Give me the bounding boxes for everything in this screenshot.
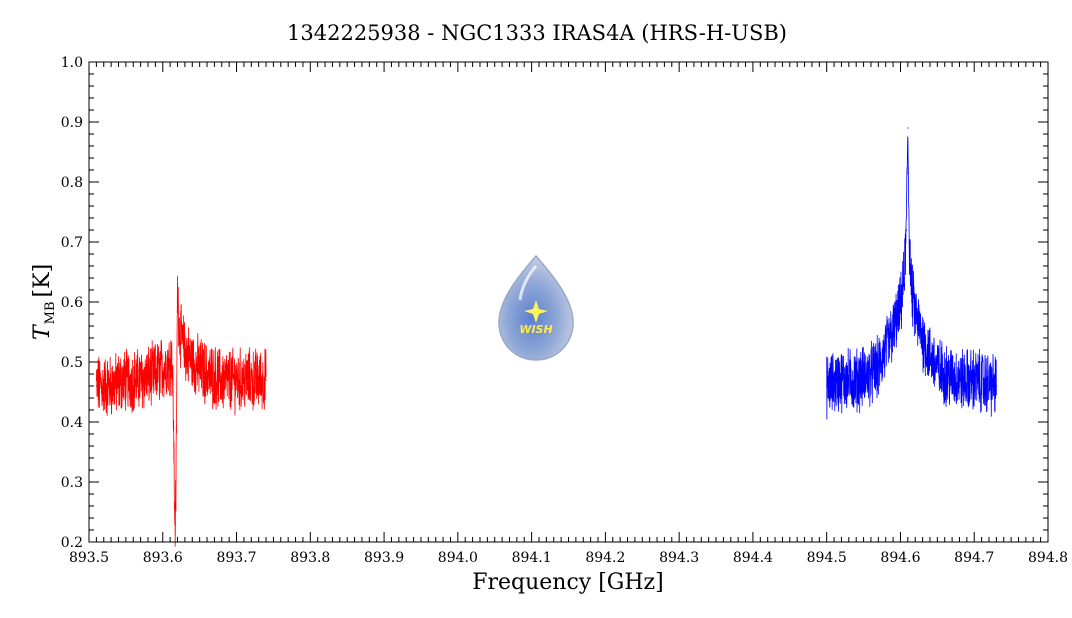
spectrum-line-2 (826, 136, 997, 420)
y-axis-sub: MB (43, 301, 58, 324)
spectrum-point (905, 229, 907, 231)
wish-logo: WISH (498, 254, 574, 361)
x-tick-label: 894.1 (512, 550, 552, 566)
spectrum-point (885, 349, 887, 351)
axis-ticks (88, 61, 1049, 543)
y-tick-label: 0.6 (61, 295, 83, 311)
spectrum-point (110, 385, 112, 387)
x-tick-label: 893.5 (69, 550, 109, 566)
spectrum-point (174, 523, 176, 525)
spectrum-point (877, 367, 879, 369)
y-axis-main: T (30, 323, 55, 340)
spectrum-point (221, 379, 223, 381)
spectrum-point (973, 379, 975, 381)
spectrum-point (826, 385, 828, 387)
spectrum-point (162, 367, 164, 369)
spectrum-series (95, 127, 997, 547)
x-tick-label: 894.4 (733, 550, 773, 566)
spectrum-point (125, 379, 127, 381)
spectrum-point (892, 331, 894, 333)
spectrum-point (929, 355, 931, 357)
spectrum-point (178, 325, 180, 327)
spectrum-point (171, 355, 173, 357)
drop-highlight (518, 265, 538, 301)
y-axis-title: TMB [K] (30, 264, 58, 340)
x-tick-label: 894.3 (659, 550, 699, 566)
x-tick-label: 894.7 (954, 550, 994, 566)
spectrum-point (173, 505, 176, 507)
y-axis-unit: [K] (30, 264, 55, 298)
star-icon (524, 300, 548, 323)
spectrum-point (191, 361, 193, 363)
spectrum-point (958, 379, 961, 381)
x-tick-labels: 893.5 893.6 893.7 893.8 893.9 894.0 894.1 894.2… (69, 550, 1068, 566)
spectrum-point (936, 367, 938, 369)
x-tick-label: 894.8 (1028, 550, 1068, 566)
spectrum-point (175, 481, 177, 483)
spectrum-point (899, 307, 902, 309)
y-tick-label: 0.2 (61, 535, 83, 551)
spectrum-point (944, 373, 946, 375)
chart-title: 1342225938 - NGC1333 IRAS4A (HRS-H-USB) (287, 21, 787, 45)
x-tick-label: 893.9 (364, 550, 404, 566)
spectrum-point (921, 337, 924, 339)
x-axis-title: Frequency [GHz] (472, 570, 664, 595)
x-tick-label: 893.7 (216, 550, 256, 566)
y-tick-label: 0.3 (61, 475, 83, 491)
spectrum-point (908, 241, 910, 243)
spectrum-point (140, 379, 142, 381)
spectrum-point (855, 379, 857, 381)
spectrum-point (235, 379, 238, 381)
x-tick-label: 893.6 (143, 550, 183, 566)
spectrum-point (180, 337, 182, 339)
spectrum-point (840, 379, 843, 381)
spectrum-point (910, 289, 913, 291)
svg-text:TMB[K]: TMB [K] (30, 264, 58, 340)
y-tick-label: 0.9 (61, 115, 83, 131)
spectrum-point (903, 277, 905, 279)
x-tick-label: 893.8 (290, 550, 330, 566)
x-tick-label: 894.5 (807, 550, 847, 566)
y-tick-label: 1.0 (61, 55, 83, 71)
x-tick-label: 894.6 (880, 550, 920, 566)
x-tick-label: 894.0 (438, 550, 478, 566)
plot-frame (88, 61, 1049, 543)
spectrum-point (95, 385, 97, 387)
spectrum-point (265, 379, 267, 381)
y-tick-labels: 0.2 0.3 0.4 0.5 0.6 0.7 0.8 0.9 1.0 (61, 55, 83, 551)
spectrum-point (995, 385, 997, 387)
logo-text: WISH (519, 323, 552, 336)
spectrum-line-1 (95, 275, 267, 547)
y-tick-label: 0.4 (61, 415, 83, 431)
spectrum-point (154, 373, 156, 375)
y-tick-label: 0.5 (61, 355, 83, 371)
spectrum-point (870, 373, 872, 375)
spectrum-point (176, 283, 179, 285)
spectrum-point (907, 127, 909, 129)
spectrum-point (914, 313, 916, 315)
y-tick-label: 0.8 (61, 175, 83, 191)
spectrum-point (184, 349, 186, 351)
spectrum-point (169, 361, 171, 363)
spectrum-point (250, 379, 252, 381)
x-tick-label: 894.2 (585, 550, 625, 566)
spectrum-point (172, 391, 174, 393)
spectrum-point (206, 373, 208, 375)
y-tick-label: 0.7 (61, 235, 83, 251)
